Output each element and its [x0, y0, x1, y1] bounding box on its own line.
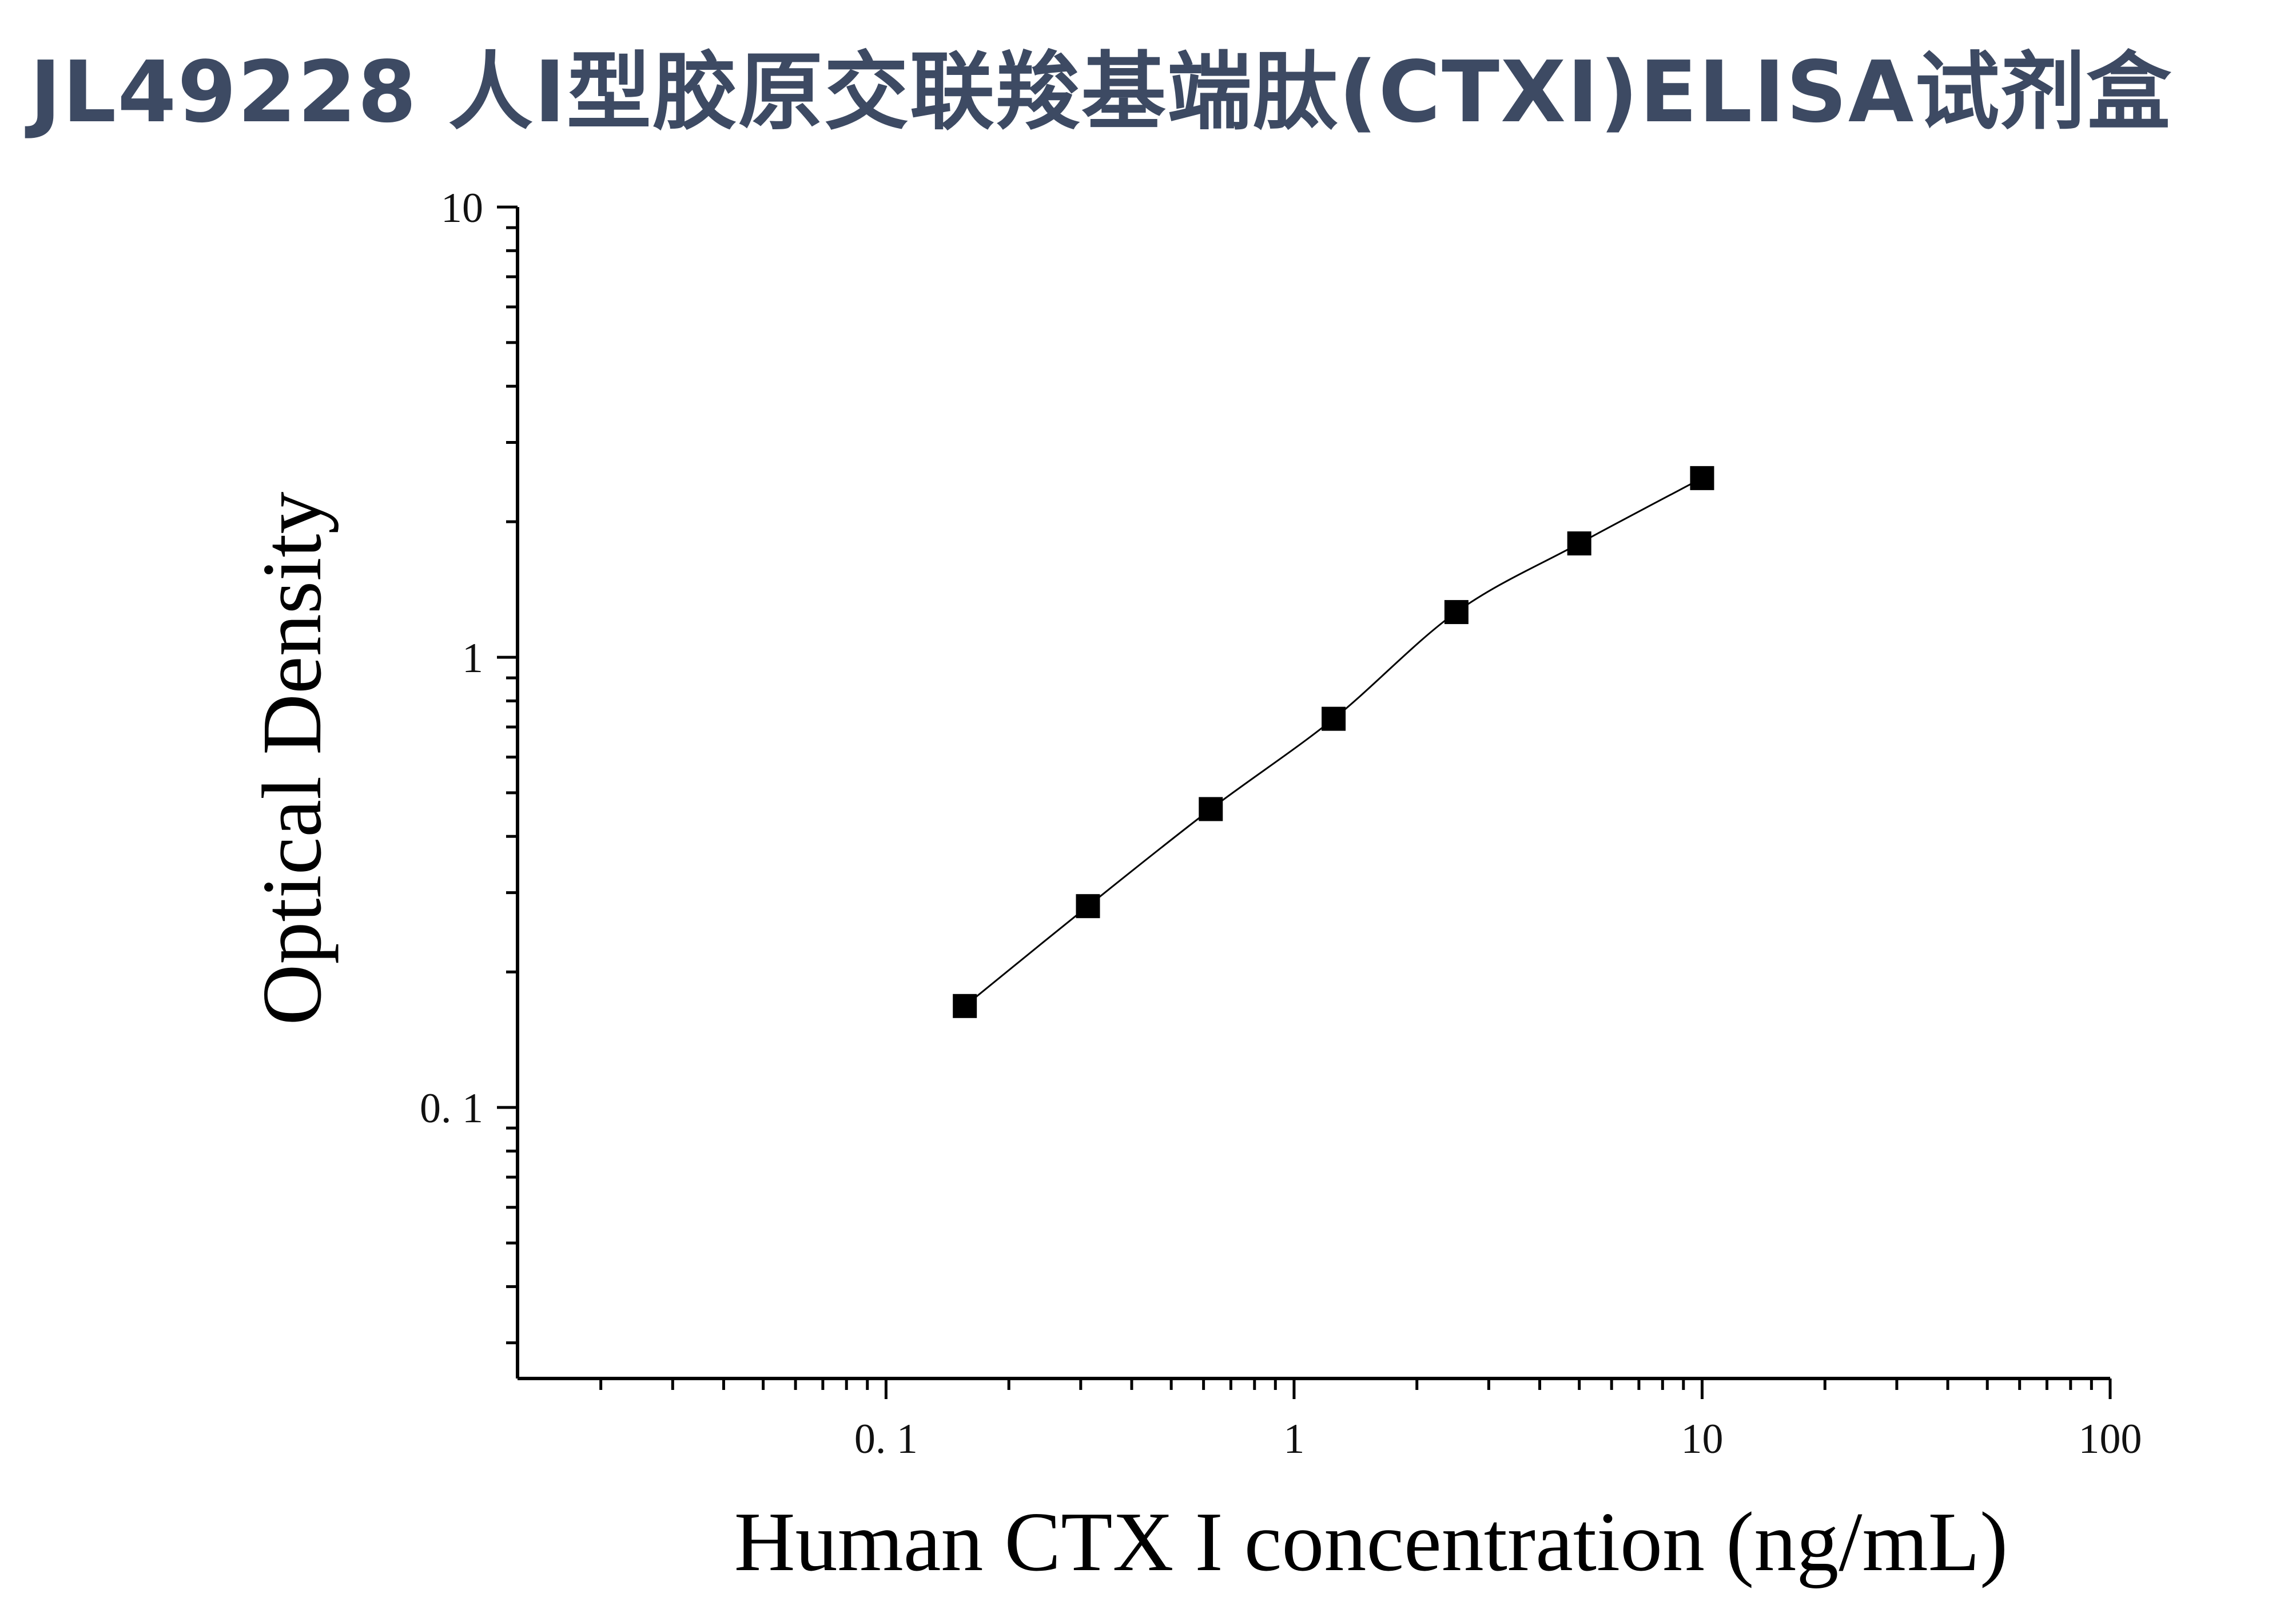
- x-tick-label: 0. 1: [854, 1416, 918, 1463]
- data-point: [1322, 706, 1346, 731]
- data-point: [1444, 600, 1469, 625]
- y-axis-title: Optical Density: [245, 491, 339, 1025]
- chart-ticks: [497, 205, 2112, 1399]
- chart-axes: [516, 207, 2110, 1380]
- x-tick-label: 100: [2079, 1416, 2142, 1463]
- x-tick-label: 10: [1681, 1416, 1723, 1463]
- y-tick-label: 1: [462, 635, 483, 682]
- data-point: [1076, 894, 1100, 919]
- chart-fit-curve-group: [964, 477, 1703, 1007]
- fit-curve: [964, 477, 1703, 1007]
- data-point: [1567, 531, 1591, 556]
- chart-points: [953, 466, 1714, 1018]
- x-tick-label: 1: [1283, 1416, 1304, 1463]
- y-tick-label: 10: [441, 185, 483, 232]
- x-axis-title: Human CTX I concentration (ng/mL): [734, 1495, 2008, 1589]
- chart-tick-labels: 0. 1 1 10 100 0. 1 1 10: [420, 185, 2142, 1463]
- data-point: [953, 994, 977, 1018]
- page-title: JL49228 人I型胶原交联羧基端肽(CTXI)ELISA试剂盒: [30, 43, 2172, 141]
- y-tick-label: 0. 1: [420, 1085, 483, 1132]
- data-point: [1690, 466, 1714, 490]
- data-point: [1199, 797, 1223, 821]
